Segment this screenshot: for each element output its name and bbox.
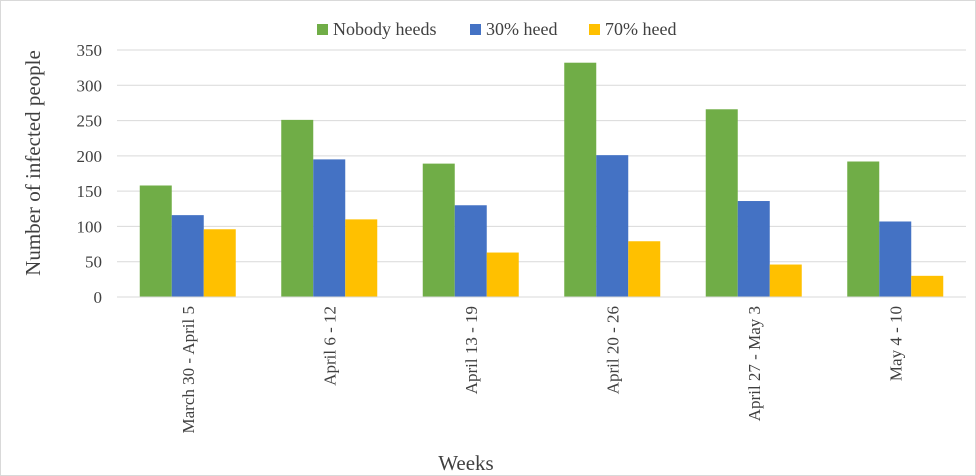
bar-nobody-heeds-5 (847, 161, 880, 297)
bar-30-heed-4 (737, 201, 770, 297)
bar-nobody-heeds-1 (281, 119, 314, 297)
bar-30-heed-5 (879, 221, 912, 297)
y-axis-title: Number of infected people (21, 50, 45, 276)
x-category-label: March 30 - April 5 (179, 306, 198, 433)
bar-30-heed-1 (313, 159, 346, 297)
legend-swatch (317, 24, 328, 35)
x-axis-category-labels: March 30 - April 5 April 6 - 12 April 13 -… (179, 306, 906, 433)
y-tick-label: 200 (77, 147, 103, 166)
x-category-label: April 6 - 12 (320, 306, 339, 386)
x-category-label: April 13 - 19 (462, 306, 481, 394)
bar-70-heed-0 (203, 229, 236, 297)
legend: Nobody heeds 30% heed 70% heed (317, 19, 676, 39)
bar-70-heed-1 (345, 219, 378, 297)
x-category-label: May 4 - 10 (886, 306, 905, 381)
y-tick-label: 0 (94, 288, 103, 307)
y-tick-label: 100 (77, 217, 103, 236)
bar-70-heed-4 (769, 264, 802, 297)
legend-label: 70% heed (605, 19, 676, 39)
gridlines (117, 49, 966, 263)
bars (139, 62, 944, 298)
bar-nobody-heeds-3 (564, 62, 597, 298)
y-tick-label: 250 (77, 112, 103, 131)
x-category-label: April 27 - May 3 (745, 306, 764, 421)
bar-70-heed-2 (486, 252, 519, 297)
bar-30-heed-3 (596, 155, 629, 297)
bar-nobody-heeds-4 (705, 109, 738, 297)
y-tick-label: 300 (77, 76, 103, 95)
y-tick-label: 350 (77, 41, 103, 60)
legend-label: 30% heed (486, 19, 557, 39)
legend-swatch (470, 24, 481, 35)
bar-30-heed-0 (171, 215, 204, 297)
bar-nobody-heeds-2 (422, 163, 455, 297)
y-tick-label: 150 (77, 182, 103, 201)
legend-swatch (589, 24, 600, 35)
legend-label: Nobody heeds (333, 19, 436, 39)
bar-30-heed-2 (454, 205, 487, 297)
y-tick-label: 50 (85, 253, 102, 272)
x-category-label: April 20 - 26 (603, 306, 622, 394)
bar-70-heed-3 (628, 241, 661, 297)
x-axis-title: Weeks (438, 451, 493, 475)
bar-70-heed-5 (911, 275, 944, 297)
y-axis-ticks: 0 50 100 150 200 250 300 350 (77, 41, 103, 307)
bar-nobody-heeds-0 (139, 185, 172, 297)
